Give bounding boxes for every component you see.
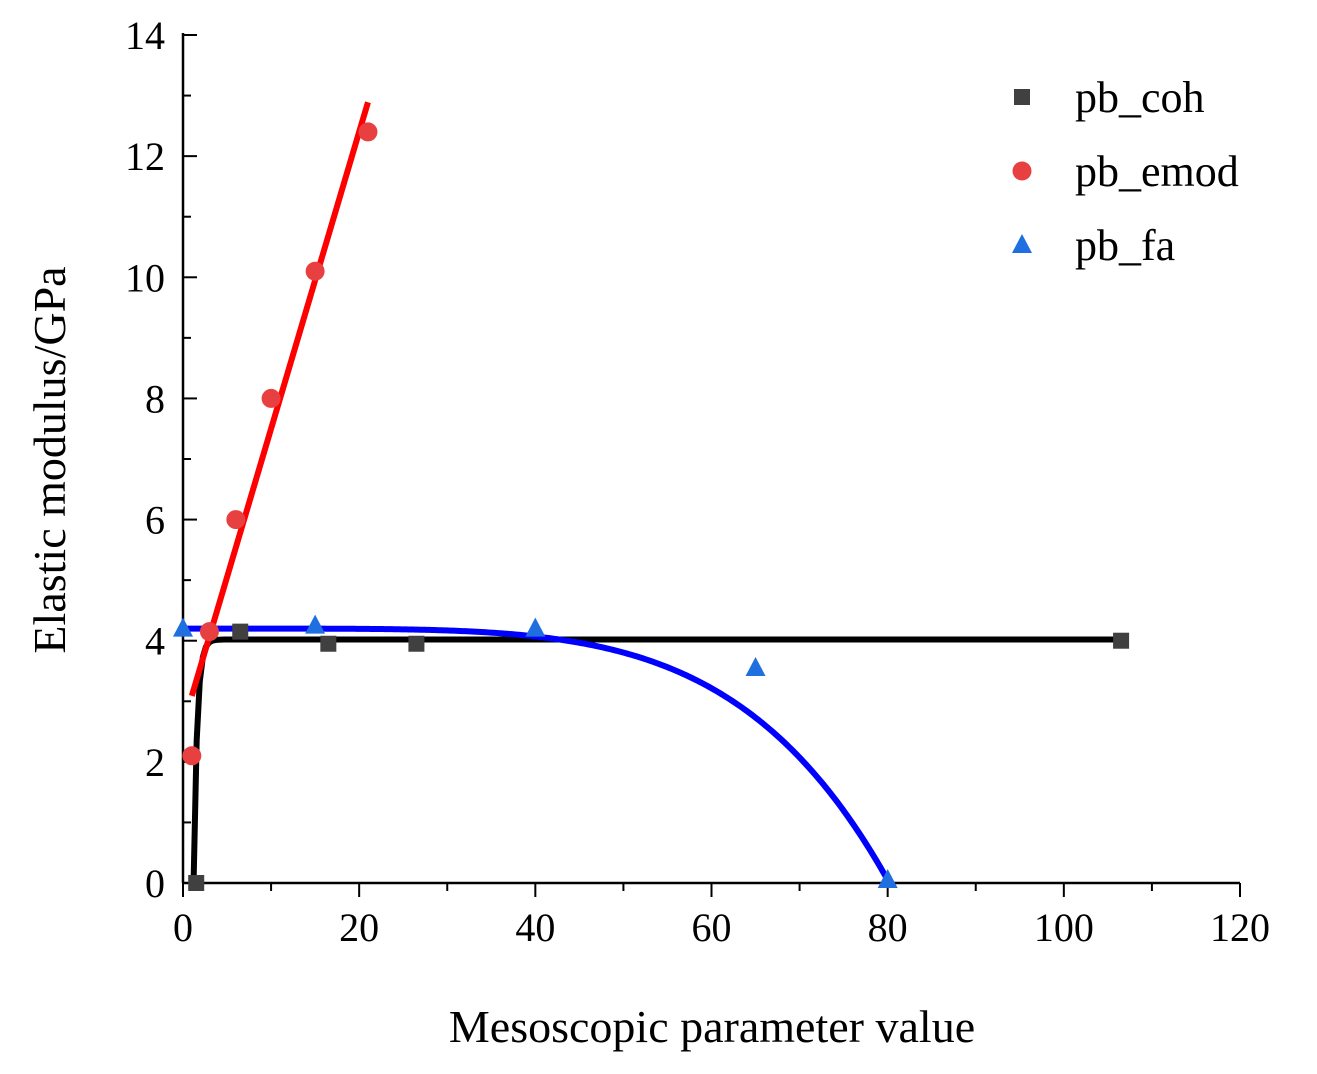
data-point-pb_emod — [305, 261, 325, 281]
x-tick-label: 20 — [339, 905, 379, 950]
x-tick-label: 120 — [1210, 905, 1270, 950]
data-point-pb_fa — [877, 868, 898, 888]
y-tick-label: 12 — [125, 134, 165, 179]
data-point-pb_fa — [173, 617, 193, 637]
fit-lines — [182, 101, 1122, 884]
legend-label-pb_emod: pb_emod — [1075, 147, 1239, 196]
data-point-pb_emod — [261, 388, 281, 408]
x-tick-label: 100 — [1034, 905, 1094, 950]
legend-marker-pb_emod — [1012, 161, 1032, 181]
data-point-pb_coh — [188, 875, 205, 891]
y-tick-label: 6 — [145, 498, 165, 543]
axes — [181, 33, 1241, 897]
y-tick-label: 0 — [145, 861, 165, 906]
y-tick-label: 8 — [145, 376, 165, 421]
y-tick-label: 2 — [145, 740, 165, 785]
data-point-pb_coh — [320, 635, 337, 652]
x-tick-label: 80 — [868, 905, 908, 950]
data-points — [173, 122, 1130, 891]
data-point-pb_emod — [358, 122, 378, 142]
data-point-pb_coh — [232, 623, 249, 640]
legend: pb_coh pb_emod pb_fa — [1012, 73, 1239, 270]
y-tick-label: 4 — [145, 619, 165, 664]
legend-marker-pb_fa — [1012, 234, 1032, 253]
tick-labels: 0 20 40 60 80 100 120 0 2 4 6 8 10 12 14 — [125, 13, 1270, 950]
legend-marker-pb_coh — [1014, 89, 1030, 105]
legend-label-pb_fa: pb_fa — [1075, 221, 1175, 270]
data-point-pb_fa — [745, 656, 766, 676]
x-tick-label: 60 — [692, 905, 732, 950]
data-point-pb_fa — [525, 617, 546, 637]
data-point-pb_coh — [408, 635, 425, 652]
legend-label-pb_coh: pb_coh — [1075, 73, 1205, 122]
y-tick-label: 14 — [125, 13, 165, 58]
x-tick-label: 40 — [515, 905, 555, 950]
y-tick-label: 10 — [125, 255, 165, 300]
data-point-pb_emod — [226, 510, 246, 530]
x-tick-label: 0 — [173, 905, 193, 950]
data-point-pb_coh — [1113, 632, 1130, 649]
data-point-pb_fa — [305, 614, 326, 634]
data-point-pb_emod — [182, 746, 202, 766]
x-axis-title: Mesoscopic parameter value — [449, 1001, 975, 1052]
data-point-pb_emod — [199, 622, 219, 642]
fit-line-pb_fa — [182, 625, 891, 882]
fit-line-pb_coh — [190, 636, 1122, 884]
y-axis-title: Elastic modulus/GPa — [24, 266, 75, 653]
